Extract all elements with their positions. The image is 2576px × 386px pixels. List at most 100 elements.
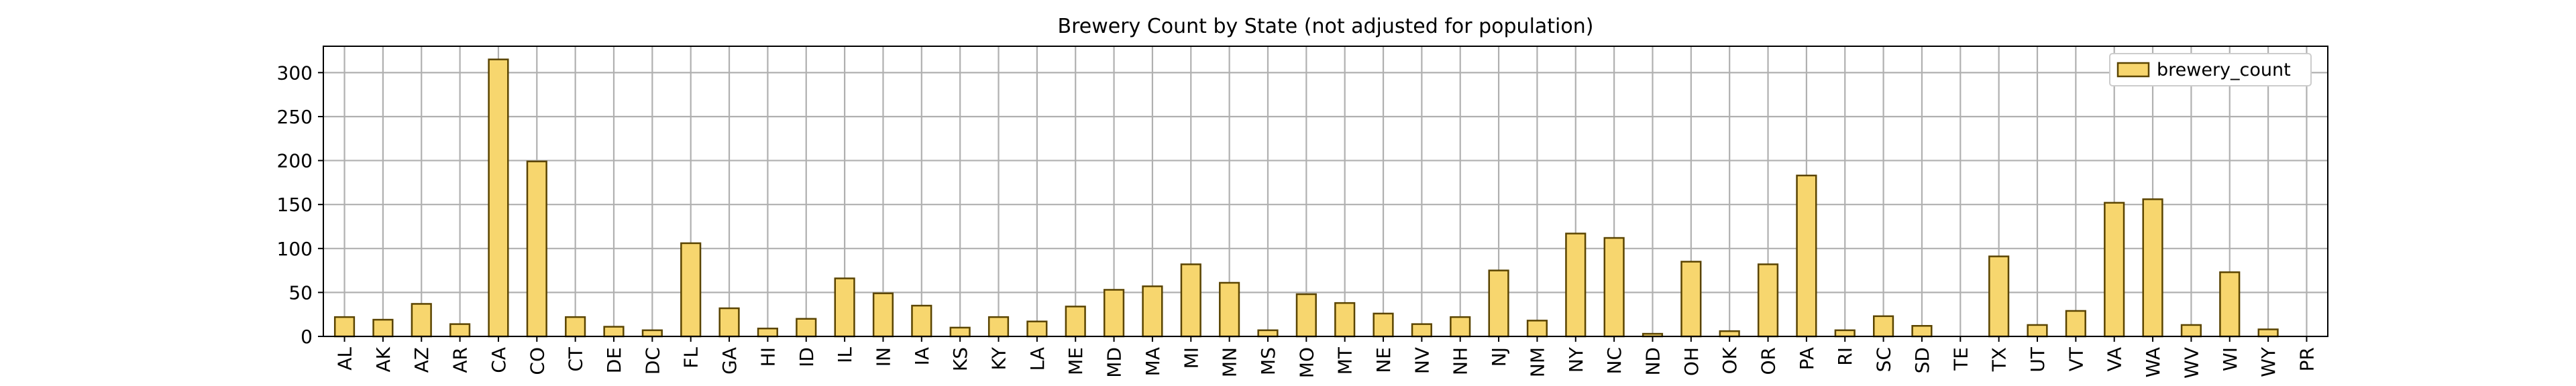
x-tick-label: VA bbox=[2104, 347, 2126, 372]
bar-oh bbox=[1680, 261, 1702, 338]
legend-swatch bbox=[2116, 62, 2150, 78]
bar-md bbox=[1103, 289, 1125, 338]
x-tick-label: IN bbox=[872, 347, 894, 367]
x-tick-label: DC bbox=[641, 347, 663, 375]
x-tick-label: MI bbox=[1180, 347, 1202, 369]
x-tick-label: MN bbox=[1219, 347, 1241, 377]
chart-title: Brewery Count by State (not adjusted for… bbox=[1058, 15, 1594, 38]
x-tick-label: RI bbox=[1834, 347, 1856, 366]
y-tick-label: 0 bbox=[301, 326, 313, 348]
x-tick-label: MA bbox=[1142, 347, 1164, 376]
bar-me bbox=[1065, 306, 1086, 338]
legend-label: brewery_count bbox=[2157, 60, 2291, 80]
x-tick-label: DE bbox=[603, 347, 625, 373]
bar-id bbox=[796, 318, 817, 338]
bar-wi bbox=[2219, 271, 2241, 338]
legend: brewery_count bbox=[2109, 53, 2312, 86]
x-tick-label: SC bbox=[1873, 347, 1895, 372]
bar-ms bbox=[1257, 329, 1279, 338]
x-tick-label: AZ bbox=[411, 347, 433, 373]
bar-vt bbox=[2065, 310, 2086, 338]
x-tick-label: WY bbox=[2257, 346, 2279, 377]
x-tick-label: SD bbox=[1911, 347, 1933, 373]
plot-area-frame bbox=[323, 46, 2328, 337]
x-tick-label: KS bbox=[949, 347, 971, 371]
x-tick-label: NY bbox=[1565, 346, 1587, 373]
bar-ny bbox=[1565, 233, 1587, 338]
bar-sd bbox=[1911, 325, 1933, 338]
x-tick-label: IA bbox=[911, 347, 933, 365]
x-tick-label: OH bbox=[1680, 347, 1703, 376]
bar-ks bbox=[949, 326, 971, 338]
bar-dc bbox=[641, 329, 663, 338]
x-tick-label: CO bbox=[526, 347, 548, 375]
x-tick-label: AL bbox=[334, 347, 356, 371]
x-tick-label: AK bbox=[372, 346, 394, 372]
x-tick-label: CA bbox=[488, 347, 510, 373]
x-tick-label: MT bbox=[1334, 346, 1356, 375]
x-tick-label: WV bbox=[2180, 347, 2202, 379]
bar-mi bbox=[1180, 263, 1201, 338]
bar-pa bbox=[1796, 174, 1817, 338]
bar-al bbox=[333, 316, 356, 338]
bar-wa bbox=[2142, 198, 2163, 338]
bar-nj bbox=[1488, 269, 1509, 338]
bar-mn bbox=[1219, 281, 1240, 338]
x-tick-label: VT bbox=[2065, 346, 2087, 371]
x-tick-label: NJ bbox=[1488, 347, 1510, 367]
bar-nc bbox=[1603, 237, 1625, 338]
x-tick-label: HI bbox=[757, 347, 779, 367]
y-tick-label: 200 bbox=[277, 150, 313, 172]
y-tick-label: 50 bbox=[288, 281, 313, 304]
bar-ri bbox=[1834, 329, 1856, 338]
y-axis: 0 50 100 150 200 250 300 bbox=[277, 62, 323, 348]
x-tick-label: WA bbox=[2142, 347, 2164, 377]
y-tick-label: 300 bbox=[277, 62, 313, 84]
bar-mo bbox=[1295, 293, 1317, 338]
bar-nm bbox=[1526, 320, 1548, 338]
x-tick-label: TX bbox=[1988, 347, 2010, 372]
bar-wy bbox=[2257, 328, 2279, 338]
x-tick-label: KY bbox=[988, 346, 1010, 370]
x-tick-label: ME bbox=[1065, 347, 1087, 375]
y-tick-label: 250 bbox=[277, 106, 313, 128]
bar-ne bbox=[1373, 312, 1394, 338]
bar-in bbox=[872, 292, 894, 338]
x-tick-label: NM bbox=[1526, 347, 1548, 377]
bar-ak bbox=[372, 318, 394, 338]
x-tick-label: WI bbox=[2219, 347, 2241, 371]
x-tick-label: NV bbox=[1411, 347, 1433, 374]
x-tick-label: UT bbox=[2027, 346, 2049, 372]
bar-de bbox=[603, 326, 625, 338]
x-tick-label: CT bbox=[565, 346, 587, 372]
bar-wv bbox=[2180, 324, 2202, 338]
bar-sc bbox=[1873, 315, 1894, 338]
bar-ut bbox=[2027, 324, 2048, 338]
x-tick-label: ID bbox=[796, 347, 818, 367]
bar-fl bbox=[680, 242, 702, 338]
x-tick-label: TE bbox=[1949, 347, 1972, 371]
x-tick-label: OK bbox=[1719, 346, 1741, 374]
x-tick-label: MS bbox=[1257, 347, 1279, 375]
x-tick-label: OR bbox=[1758, 347, 1780, 375]
x-tick-label: ND bbox=[1642, 347, 1664, 376]
x-tick-label: MO bbox=[1295, 347, 1318, 378]
x-tick-label: GA bbox=[718, 347, 741, 375]
bar-nv bbox=[1411, 323, 1432, 338]
bar-il bbox=[834, 277, 855, 338]
bar-tx bbox=[1988, 255, 2010, 338]
bar-ct bbox=[565, 316, 586, 338]
x-tick-label: NE bbox=[1373, 347, 1395, 373]
bar-ky bbox=[987, 316, 1010, 338]
bars bbox=[333, 58, 2279, 338]
x-tick-label: LA bbox=[1026, 347, 1049, 371]
y-tick-label: 150 bbox=[277, 194, 313, 216]
x-tick-label: NH bbox=[1450, 347, 1472, 375]
bar-az bbox=[411, 303, 432, 338]
x-tick-label: IL bbox=[834, 347, 856, 363]
bar-or bbox=[1757, 263, 1779, 338]
x-tick-label: FL bbox=[680, 347, 702, 369]
bar-ar bbox=[449, 323, 471, 338]
bar-ia bbox=[911, 304, 932, 338]
